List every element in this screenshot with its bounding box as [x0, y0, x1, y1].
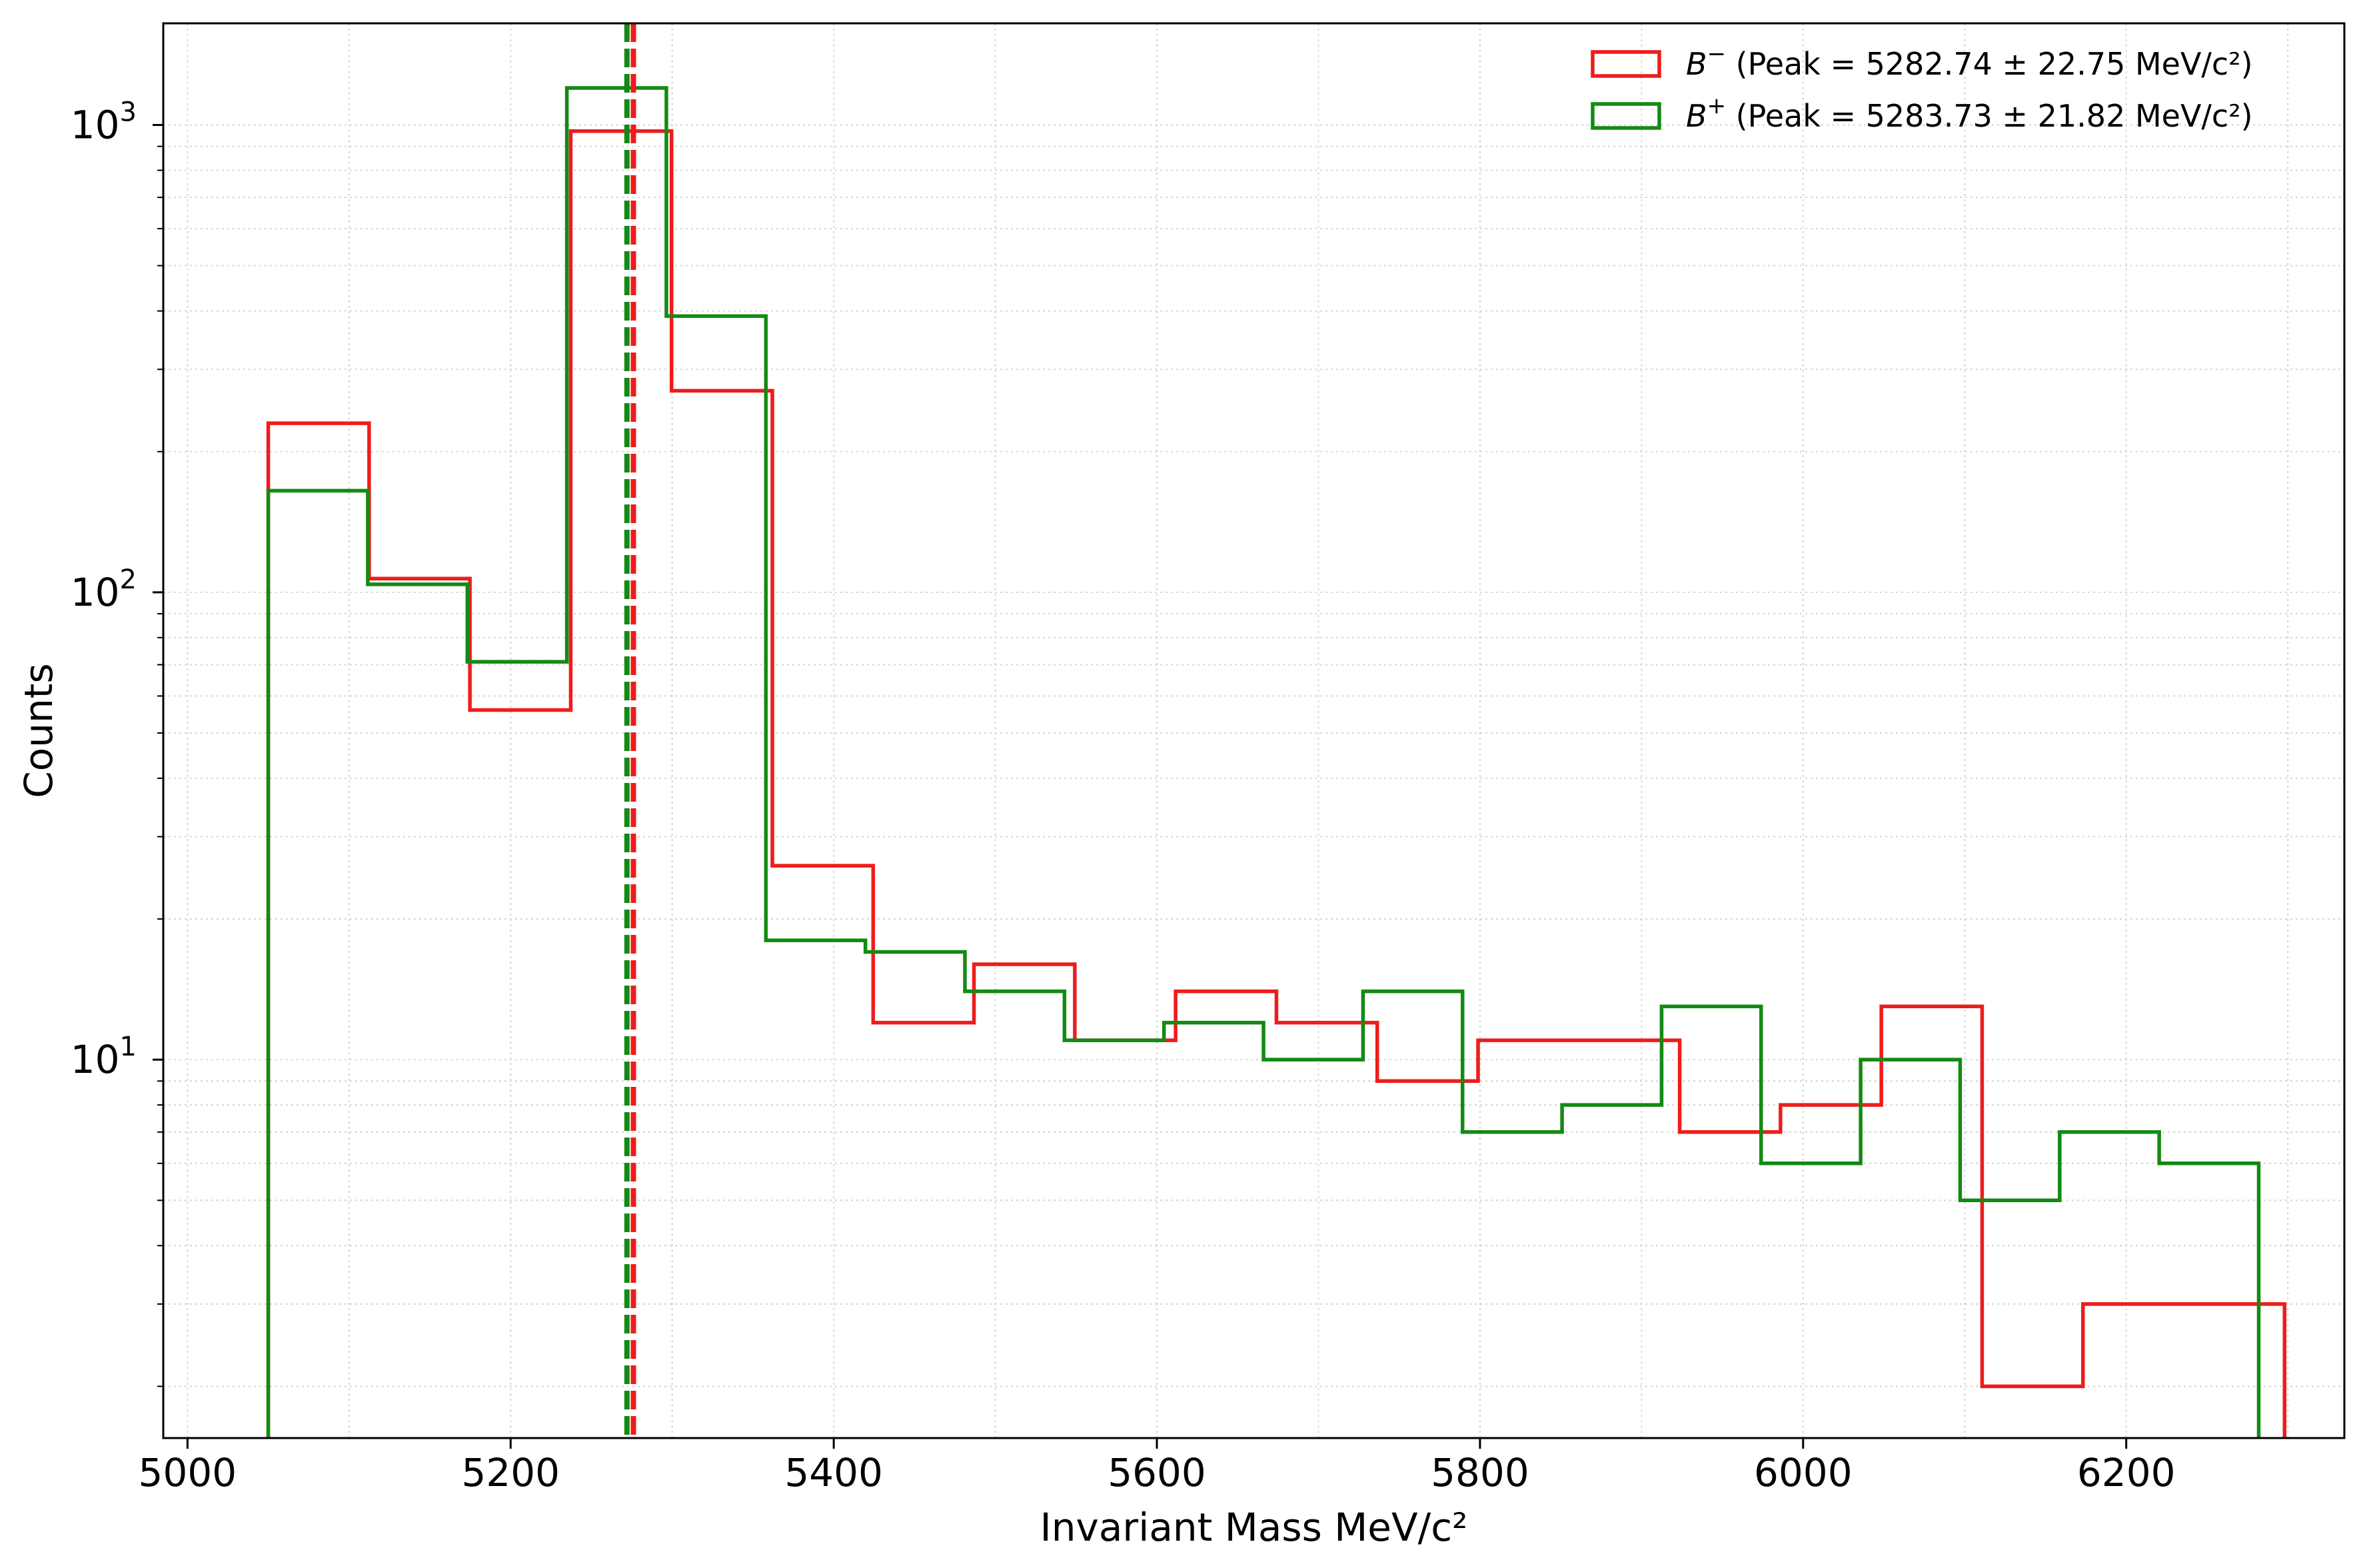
- axes-frame: [162, 22, 2346, 1439]
- b-plus-histogram: [266, 86, 2261, 1438]
- x-axis-label: Invariant Mass MeV/c²: [1040, 1505, 1468, 1550]
- plot-area: [266, 23, 2287, 1438]
- legend-swatch-b-plus: [1591, 102, 1661, 130]
- y-tick-label: 103: [71, 97, 137, 148]
- x-tick-label: 5600: [1108, 1450, 1206, 1495]
- legend-label-b-plus: B+ (Peak = 5283.73 ± 21.82 MeV/c²): [1686, 93, 2253, 134]
- y-tick-label: 102: [71, 564, 137, 615]
- legend-label-b-minus: B− (Peak = 5282.74 ± 22.75 MeV/c²): [1686, 41, 2253, 82]
- x-tick-label: 5200: [461, 1450, 560, 1495]
- x-tick-label: 6000: [1754, 1450, 1853, 1495]
- axes: 5000 5200 5400 5600 5800 6000 6200 101 102 103: [71, 22, 2346, 1495]
- grid-lines: [163, 23, 2344, 1438]
- legend: B− (Peak = 5282.74 ± 22.75 MeV/c²) B+ (Pe…: [1591, 41, 2253, 134]
- legend-swatch-b-minus: [1591, 50, 1661, 78]
- x-tick-label: 5800: [1431, 1450, 1529, 1495]
- x-tick-label: 6200: [2077, 1450, 2176, 1495]
- y-axis-label: Counts: [16, 663, 61, 798]
- x-tick-label: 5400: [784, 1450, 883, 1495]
- y-tick-label: 101: [71, 1032, 137, 1082]
- x-tick-label: 5000: [139, 1450, 237, 1495]
- b-minus-histogram: [266, 129, 2287, 1438]
